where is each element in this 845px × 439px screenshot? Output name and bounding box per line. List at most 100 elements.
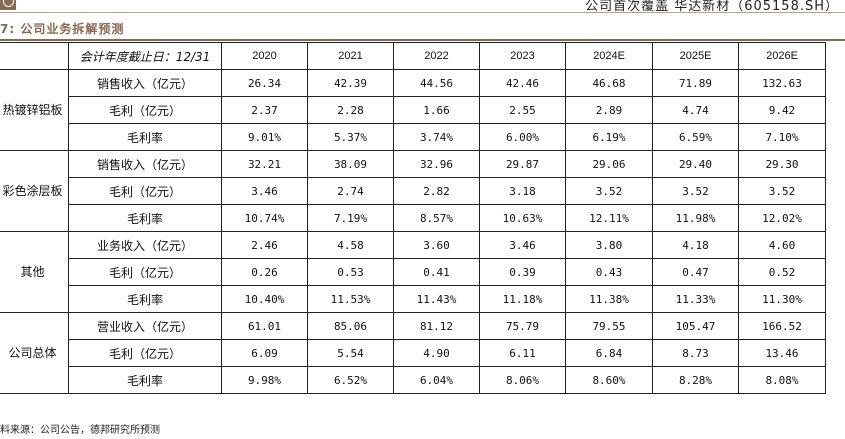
- value-cell: 61.01: [221, 312, 308, 340]
- value-cell: 11.18%: [479, 285, 566, 313]
- value-cell: 7.19%: [307, 204, 394, 232]
- value-cell: 11.98%: [652, 204, 739, 232]
- value-cell: 7.10%: [738, 123, 826, 151]
- value-cell: 32.21: [221, 150, 308, 178]
- header-corner-cell: [0, 42, 69, 70]
- value-cell: 3.52: [652, 177, 739, 205]
- value-cell: 8.08%: [738, 366, 826, 394]
- value-cell: 0.53: [307, 258, 394, 286]
- value-cell: 10.63%: [479, 204, 566, 232]
- value-cell: 29.40: [652, 150, 739, 178]
- value-cell: 0.47: [652, 258, 739, 286]
- table-row: 毛利（亿元） 6.09 5.54 4.90 6.11 6.84 8.73 13.46: [0, 339, 826, 367]
- table-title: 7: 公司业务拆解预测: [0, 22, 125, 36]
- header-divider: [0, 12, 845, 13]
- value-cell: 3.52: [738, 177, 826, 205]
- table-row: 毛利（亿元） 2.37 2.28 1.66 2.55 2.89 4.74 9.42: [0, 96, 826, 124]
- table-row: 其他 业务收入（亿元） 2.46 4.58 3.60 3.46 3.80 4.18 4.60: [0, 231, 826, 313]
- value-cell: 4.90: [393, 339, 480, 367]
- metric-label-cell: 销售收入（亿元）: [68, 150, 222, 178]
- page-header: 公司首次覆盖 华达新材（605158.SH）: [0, 0, 845, 14]
- value-cell: 29.06: [565, 150, 653, 178]
- value-cell: 13.46: [738, 339, 826, 367]
- value-cell: 29.30: [738, 150, 826, 178]
- year-header-cell: 2021: [307, 42, 394, 70]
- metric-label-cell: 毛利（亿元）: [68, 177, 222, 205]
- value-cell: 71.89: [652, 69, 739, 97]
- value-cell: 3.74%: [393, 123, 480, 151]
- table-row: 彩色涂层板 销售收入（亿元） 32.21 38.09 32.96 29.87 29.06 29…: [0, 150, 826, 232]
- value-cell: 2.55: [479, 96, 566, 124]
- value-cell: 32.96: [393, 150, 480, 178]
- value-cell: 11.53%: [307, 285, 394, 313]
- year-header-cell: 2020: [221, 42, 308, 70]
- segment-name-cell: 热镀锌铝板: [0, 69, 69, 151]
- table-row: 毛利率 9.01% 5.37% 3.74% 6.00% 6.19% 6.59% 7.10%: [0, 123, 826, 151]
- value-cell: 2.82: [393, 177, 480, 205]
- value-cell: 12.02%: [738, 204, 826, 232]
- year-header-cell: 2025E: [652, 42, 739, 70]
- value-cell: 0.41: [393, 258, 480, 286]
- value-cell: 4.74: [652, 96, 739, 124]
- value-cell: 5.37%: [307, 123, 394, 151]
- value-cell: 3.46: [221, 177, 308, 205]
- value-cell: 0.26: [221, 258, 308, 286]
- table-row: 毛利率 10.74% 7.19% 8.57% 10.63% 12.11% 11.98% 12.…: [0, 204, 826, 232]
- report-header-text: 公司首次覆盖 华达新材（605158.SH）: [585, 0, 839, 14]
- title-divider: [0, 39, 845, 41]
- forecast-table: 会计年度截止日：12/31 2020 2021 2022 2023 2024E 2025E 2…: [0, 42, 826, 394]
- value-cell: 6.04%: [393, 366, 480, 394]
- value-cell: 10.40%: [221, 285, 308, 313]
- metric-label-cell: 营业收入（亿元）: [68, 312, 222, 340]
- value-cell: 8.73: [652, 339, 739, 367]
- value-cell: 105.47: [652, 312, 739, 340]
- value-cell: 8.57%: [393, 204, 480, 232]
- value-cell: 4.58: [307, 231, 394, 259]
- value-cell: 8.06%: [479, 366, 566, 394]
- value-cell: 75.79: [479, 312, 566, 340]
- value-cell: 2.28: [307, 96, 394, 124]
- table-row: 毛利率 9.98% 6.52% 6.04% 8.06% 8.60% 8.28% 8.08%: [0, 366, 826, 394]
- value-cell: 9.42: [738, 96, 826, 124]
- value-cell: 26.34: [221, 69, 308, 97]
- metric-label-cell: 业务收入（亿元）: [68, 231, 222, 259]
- metric-label-cell: 毛利（亿元）: [68, 96, 222, 124]
- value-cell: 166.52: [738, 312, 826, 340]
- value-cell: 11.38%: [565, 285, 653, 313]
- value-cell: 5.54: [307, 339, 394, 367]
- value-cell: 8.28%: [652, 366, 739, 394]
- year-header-cell: 2023: [479, 42, 566, 70]
- value-cell: 29.87: [479, 150, 566, 178]
- value-cell: 3.18: [479, 177, 566, 205]
- value-cell: 44.56: [393, 69, 480, 97]
- value-cell: 2.46: [221, 231, 308, 259]
- segment-name-cell: 其他: [0, 231, 69, 313]
- value-cell: 3.52: [565, 177, 653, 205]
- metric-label-cell: 毛利率: [68, 366, 222, 394]
- value-cell: 81.12: [393, 312, 480, 340]
- value-cell: 3.80: [565, 231, 653, 259]
- brand-logo-icon: [0, 0, 16, 10]
- value-cell: 38.09: [307, 150, 394, 178]
- value-cell: 2.74: [307, 177, 394, 205]
- value-cell: 0.52: [738, 258, 826, 286]
- value-cell: 6.59%: [652, 123, 739, 151]
- table-row: 毛利率 10.40% 11.53% 11.43% 11.18% 11.38% 11.33% 1…: [0, 285, 826, 313]
- value-cell: 46.68: [565, 69, 653, 97]
- year-header-cell: 2024E: [565, 42, 653, 70]
- value-cell: 132.63: [738, 69, 826, 97]
- value-cell: 2.89: [565, 96, 653, 124]
- value-cell: 6.84: [565, 339, 653, 367]
- metric-label-cell: 毛利率: [68, 204, 222, 232]
- table-row: 毛利（亿元） 3.46 2.74 2.82 3.18 3.52 3.52 3.52: [0, 177, 826, 205]
- value-cell: 2.37: [221, 96, 308, 124]
- value-cell: 1.66: [393, 96, 480, 124]
- year-header-cell: 2022: [393, 42, 480, 70]
- metric-label-cell: 毛利率: [68, 285, 222, 313]
- value-cell: 6.19%: [565, 123, 653, 151]
- value-cell: 0.39: [479, 258, 566, 286]
- value-cell: 42.46: [479, 69, 566, 97]
- value-cell: 12.11%: [565, 204, 653, 232]
- value-cell: 85.06: [307, 312, 394, 340]
- value-cell: 9.01%: [221, 123, 308, 151]
